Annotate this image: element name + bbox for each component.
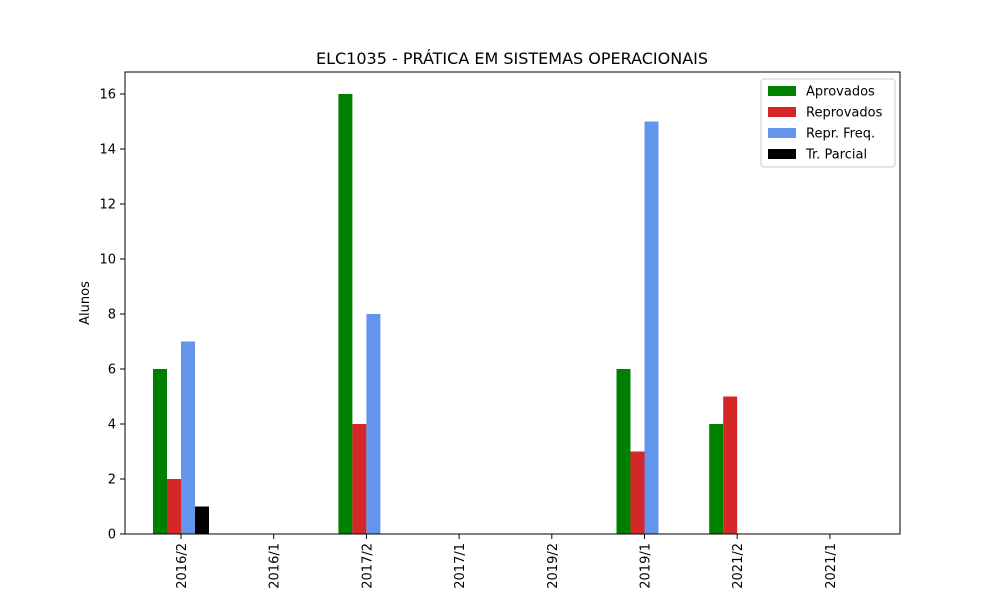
x-tick-label: 2016/2 bbox=[175, 543, 190, 589]
x-tick-label: 2021/2 bbox=[731, 543, 746, 589]
bar bbox=[153, 369, 167, 534]
bar bbox=[616, 369, 631, 534]
legend-label: Repr. Freq. bbox=[806, 127, 875, 142]
bar bbox=[352, 424, 367, 534]
bar bbox=[630, 451, 645, 534]
plot-area: 0 2 4 6 8 10 12 14 16 2016/2 2016/1 2017/2 2017/1 201… bbox=[99, 88, 838, 589]
bar bbox=[723, 396, 738, 534]
legend-label: Aprovados bbox=[806, 85, 875, 100]
legend-swatch bbox=[768, 149, 796, 159]
bar bbox=[709, 424, 724, 534]
y-tick-label: 8 bbox=[108, 308, 116, 323]
y-tick-label: 6 bbox=[108, 363, 116, 378]
plot-frame bbox=[124, 71, 901, 535]
y-tick-label: 14 bbox=[99, 143, 116, 158]
legend-label: Reprovados bbox=[806, 106, 883, 121]
legend-swatch bbox=[768, 107, 796, 117]
y-tick-label: 0 bbox=[108, 528, 116, 543]
legend: Aprovados Reprovados Repr. Freq. Tr. Parcia… bbox=[760, 78, 896, 168]
bar bbox=[644, 121, 659, 534]
x-tick-label: 2017/1 bbox=[453, 543, 468, 589]
y-tick-label: 10 bbox=[99, 253, 116, 268]
y-tick-label: 4 bbox=[108, 418, 116, 433]
bar bbox=[167, 479, 181, 534]
legend-swatch bbox=[768, 86, 796, 96]
x-tick-label: 2017/2 bbox=[360, 543, 375, 589]
x-tick-label: 2019/2 bbox=[546, 543, 561, 589]
legend-swatch bbox=[768, 128, 796, 138]
chart-title: ELC1035 - PRÁTICA EM SISTEMAS OPERACIONA… bbox=[316, 49, 708, 68]
x-tick-label: 2016/1 bbox=[268, 543, 283, 589]
bar bbox=[338, 94, 353, 534]
legend-label: Tr. Parcial bbox=[805, 148, 867, 163]
bar bbox=[181, 341, 195, 534]
y-tick-label: 12 bbox=[99, 198, 116, 213]
bar bbox=[366, 314, 381, 534]
x-tick-label: 2021/1 bbox=[824, 543, 839, 589]
y-tick-label: 2 bbox=[108, 473, 116, 488]
bar bbox=[195, 506, 209, 534]
legend-box bbox=[760, 78, 896, 168]
x-tick-label: 2019/1 bbox=[639, 543, 654, 589]
y-axis-label: Alunos bbox=[78, 281, 93, 325]
y-tick-label: 16 bbox=[99, 88, 116, 103]
